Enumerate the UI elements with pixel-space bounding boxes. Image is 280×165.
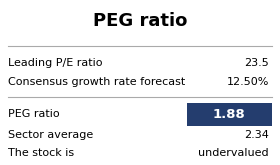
FancyBboxPatch shape (187, 103, 272, 126)
Text: 12.50%: 12.50% (227, 78, 269, 87)
Text: 2.34: 2.34 (244, 130, 269, 140)
Text: PEG ratio: PEG ratio (8, 109, 60, 119)
Text: PEG ratio: PEG ratio (93, 12, 187, 30)
Text: 23.5: 23.5 (244, 58, 269, 68)
Text: Leading P/E ratio: Leading P/E ratio (8, 58, 103, 68)
Text: Sector average: Sector average (8, 130, 94, 140)
Text: Consensus growth rate forecast: Consensus growth rate forecast (8, 78, 186, 87)
Text: undervalued: undervalued (198, 148, 269, 158)
Text: 1.88: 1.88 (213, 108, 246, 121)
Text: The stock is: The stock is (8, 148, 74, 158)
